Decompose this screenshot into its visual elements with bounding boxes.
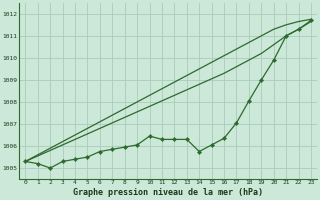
X-axis label: Graphe pression niveau de la mer (hPa): Graphe pression niveau de la mer (hPa) <box>73 188 263 197</box>
